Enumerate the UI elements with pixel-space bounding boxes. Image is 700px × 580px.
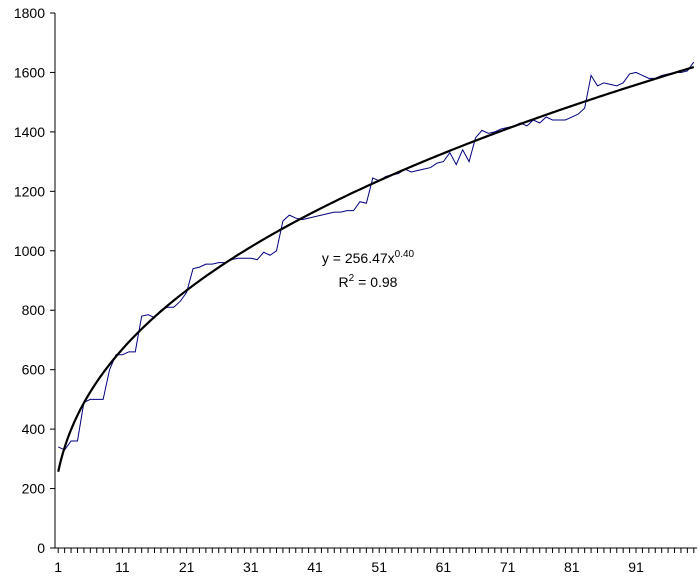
equation-exponent: 0.40 bbox=[395, 249, 415, 260]
x-tick-label: 91 bbox=[628, 559, 644, 575]
x-tick-label: 61 bbox=[436, 559, 452, 575]
trend-equation: y = 256.47x0.40 bbox=[322, 249, 415, 266]
x-tick-label: 51 bbox=[371, 559, 387, 575]
y-tick-label: 400 bbox=[22, 421, 46, 437]
y-tick-label: 1000 bbox=[14, 243, 45, 259]
y-tick-label: 1600 bbox=[14, 64, 45, 80]
y-tick-label: 600 bbox=[22, 362, 46, 378]
y-tick-label: 1200 bbox=[14, 183, 45, 199]
r2-base: R bbox=[339, 274, 349, 290]
x-tick-label: 11 bbox=[115, 559, 130, 575]
trend-r2: R2 = 0.98 bbox=[339, 273, 398, 290]
x-tick-label: 31 bbox=[243, 559, 259, 575]
x-tick-label: 81 bbox=[564, 559, 580, 575]
trendline bbox=[57, 65, 695, 473]
y-tick-label: 800 bbox=[22, 302, 46, 318]
x-tick-label: 1 bbox=[54, 559, 62, 575]
y-tick-label: 1400 bbox=[14, 124, 45, 140]
equation-base: y = 256.47x bbox=[322, 250, 395, 266]
r2-exponent: 2 bbox=[349, 273, 355, 284]
r2-rest: = 0.98 bbox=[354, 274, 397, 290]
y-tick-label: 1800 bbox=[14, 5, 45, 21]
x-tick-label: 41 bbox=[307, 559, 323, 575]
x-tick-label: 71 bbox=[500, 559, 516, 575]
x-tick-label: 21 bbox=[179, 559, 195, 575]
y-tick-label: 0 bbox=[37, 540, 45, 556]
y-tick-label: 200 bbox=[22, 481, 46, 497]
